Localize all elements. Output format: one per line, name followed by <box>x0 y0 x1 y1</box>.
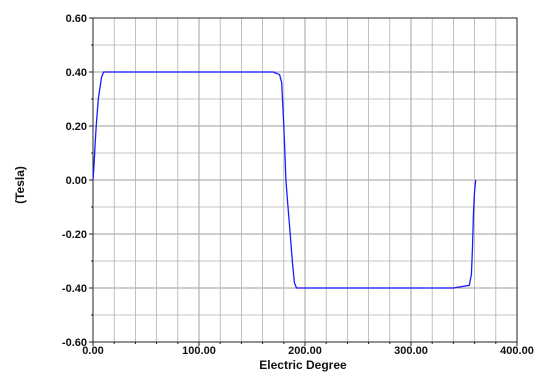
x-tick-label: 100.00 <box>182 345 216 357</box>
y-tick-label: 0.20 <box>66 121 87 133</box>
x-tick-label: 0.00 <box>82 345 103 357</box>
y-axis-title: (Tesla) <box>13 166 27 204</box>
y-tick-label: -0.60 <box>62 337 87 349</box>
series-group <box>92 71 477 289</box>
y-tick-label: 0.40 <box>66 67 87 79</box>
x-tick-label: 200.00 <box>288 345 322 357</box>
grid <box>93 18 517 342</box>
y-tick-label: 0.60 <box>66 13 87 25</box>
y-tick-label: 0.00 <box>66 175 87 187</box>
y-tick-label: -0.40 <box>62 283 87 295</box>
x-axis-title: Electric Degree <box>259 358 347 372</box>
x-tick-label: 300.00 <box>394 345 428 357</box>
y-tick-label: -0.20 <box>62 229 87 241</box>
series-line <box>92 71 477 289</box>
x-tick-label: 400.00 <box>500 345 534 357</box>
axis-ticks: -0.60 -0.40 -0.20 0.00 0.20 0.40 0.60 0.00 100.0… <box>62 13 534 357</box>
